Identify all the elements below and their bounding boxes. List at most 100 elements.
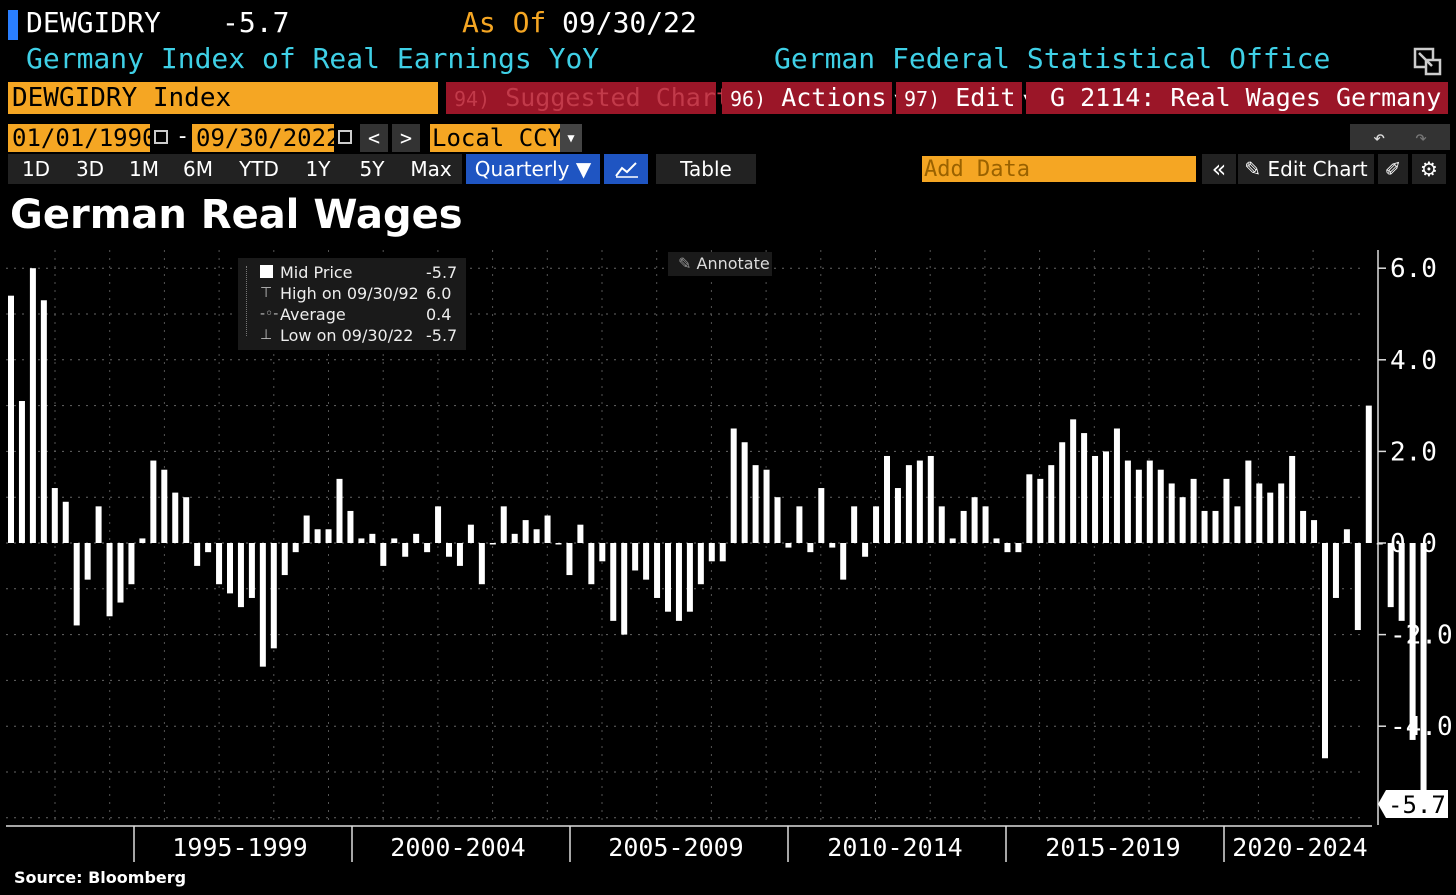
- bar-77: [851, 506, 858, 543]
- frequency-select[interactable]: Quarterly ▼: [466, 154, 600, 184]
- bar-42: [467, 524, 474, 543]
- prev-range-button[interactable]: <: [360, 124, 388, 152]
- legend-mid-label: Mid Price: [280, 263, 353, 282]
- legend-low-row: ⊥ Low on 09/30/22 -5.7: [238, 324, 466, 345]
- bar-72: [796, 506, 803, 543]
- bar-107: [1179, 497, 1186, 543]
- mid-price-swatch-icon: [260, 265, 273, 278]
- last-value: -5.7: [222, 6, 290, 39]
- period-1y[interactable]: 1Y: [290, 154, 346, 184]
- bar-106: [1168, 483, 1175, 543]
- line-chart-icon[interactable]: [604, 154, 648, 184]
- edit-chart-button[interactable]: ✎ Edit Chart: [1238, 154, 1374, 184]
- bar-91: [1004, 543, 1011, 553]
- period-5y[interactable]: 5Y: [344, 154, 400, 184]
- y-tick-label: 4.0: [1390, 346, 1437, 376]
- bar-11: [128, 543, 135, 585]
- bar-56: [621, 543, 628, 635]
- bar-121: [1332, 543, 1339, 598]
- actions-button[interactable]: 96) Actions▼: [722, 82, 902, 114]
- bar-53: [588, 543, 595, 585]
- period-ytd[interactable]: YTD: [226, 154, 292, 184]
- bar-39: [435, 506, 442, 543]
- y-tick-label: 2.0: [1390, 437, 1437, 467]
- period-1d[interactable]: 1D: [8, 154, 64, 184]
- table-button[interactable]: Table: [656, 154, 756, 184]
- annotate-button[interactable]: ✎ Annotate: [668, 252, 772, 276]
- period-max[interactable]: Max: [400, 154, 462, 184]
- x-tick-label: 1995-1999: [172, 833, 307, 862]
- menu-bar: DEWGIDRY Index 94) Suggested Charts 96) …: [0, 80, 1456, 116]
- bar-35: [391, 538, 398, 543]
- edit-button[interactable]: 97) Edit▼: [896, 82, 1031, 114]
- bar-61: [675, 543, 682, 621]
- bar-88: [971, 497, 978, 543]
- bar-69: [763, 469, 770, 543]
- bar-2: [29, 268, 36, 543]
- bar-114: [1256, 483, 1263, 543]
- chart-name-button[interactable]: G 2114: Real Wages Germany: [1026, 82, 1448, 114]
- popout-icon[interactable]: [1412, 46, 1442, 76]
- bar-100: [1103, 451, 1109, 543]
- edit-number: 97): [904, 87, 941, 111]
- legend-high-label: High on 09/30/92: [280, 284, 419, 303]
- add-data-input[interactable]: [922, 156, 1196, 182]
- date-range-bar: 01/01/1990 - 09/30/2022 < > Local CCY ▼ …: [0, 122, 1456, 152]
- start-date-field[interactable]: 01/01/1990: [8, 124, 157, 152]
- legend-average-row: -◦- Average 0.4: [238, 303, 466, 324]
- settings-gear-icon[interactable]: ⚙: [1412, 154, 1446, 184]
- end-date-field[interactable]: 09/30/2022: [192, 124, 341, 152]
- bar-19: [216, 543, 223, 585]
- collapse-button[interactable]: «: [1202, 154, 1236, 184]
- bar-23: [259, 543, 266, 667]
- period-1m[interactable]: 1M: [116, 154, 172, 184]
- bar-6: [73, 543, 80, 626]
- bar-47: [522, 520, 529, 543]
- x-tick-label: 2005-2009: [608, 833, 743, 862]
- average-marker-icon: -◦-: [260, 306, 279, 322]
- bar-66: [730, 428, 737, 543]
- redo-button[interactable]: ↷: [1392, 124, 1450, 150]
- bar-28: [314, 529, 321, 543]
- bar-109: [1201, 510, 1208, 543]
- next-range-button[interactable]: >: [392, 124, 420, 152]
- ticker-line: DEWGIDRY -5.7 As Of 09/30/22: [0, 4, 1456, 40]
- bar-97: [1070, 419, 1077, 543]
- bar-41: [456, 543, 463, 566]
- chart-legend[interactable]: Mid Price -5.7 ⊤ High on 09/30/92 6.0 -◦…: [238, 258, 466, 350]
- bar-55: [610, 543, 617, 621]
- bar-21: [237, 543, 244, 608]
- suggested-charts-number: 94): [454, 87, 491, 111]
- bar-128: [1409, 543, 1416, 740]
- bar-124: [1365, 405, 1372, 543]
- bar-90: [993, 538, 1000, 543]
- bar-12: [139, 538, 146, 543]
- suggested-charts-button[interactable]: 94) Suggested Charts: [446, 82, 746, 114]
- bar-75: [829, 543, 836, 548]
- bar-3: [40, 300, 47, 543]
- bar-10: [117, 543, 124, 603]
- currency-dropdown-icon[interactable]: ▼: [560, 124, 582, 152]
- bar-105: [1157, 469, 1164, 543]
- calendar-icon[interactable]: [154, 130, 168, 144]
- currency-select[interactable]: Local CCY: [430, 124, 582, 152]
- bar-65: [719, 543, 726, 562]
- edit-icon[interactable]: ✐: [1378, 154, 1408, 184]
- calendar-icon-end[interactable]: [338, 130, 352, 144]
- bar-82: [905, 465, 912, 543]
- bar-48: [533, 529, 540, 543]
- period-6m[interactable]: 6M: [170, 154, 226, 184]
- bar-84: [927, 455, 934, 543]
- chart-toolbar: 1D 3D 1M 6M YTD 1Y 5Y Max Quarterly ▼ Ta…: [0, 154, 1456, 184]
- description-line: Germany Index of Real Earnings YoY Germa…: [0, 42, 1456, 76]
- y-tick-label: -4.0: [1390, 712, 1453, 742]
- bar-8: [95, 506, 102, 543]
- bar-102: [1124, 460, 1131, 543]
- period-3d[interactable]: 3D: [62, 154, 118, 184]
- bar-37: [413, 533, 420, 543]
- x-tick-label: 2010-2014: [827, 833, 962, 862]
- y-tick-label: -2.0: [1390, 621, 1453, 651]
- bar-chart[interactable]: 6.0 4.0 2.0 0.0 -2.0 -4.0 -5.7 1995-1999 2000-20…: [0, 240, 1456, 865]
- bar-103: [1135, 469, 1142, 543]
- security-field[interactable]: DEWGIDRY Index: [8, 82, 438, 114]
